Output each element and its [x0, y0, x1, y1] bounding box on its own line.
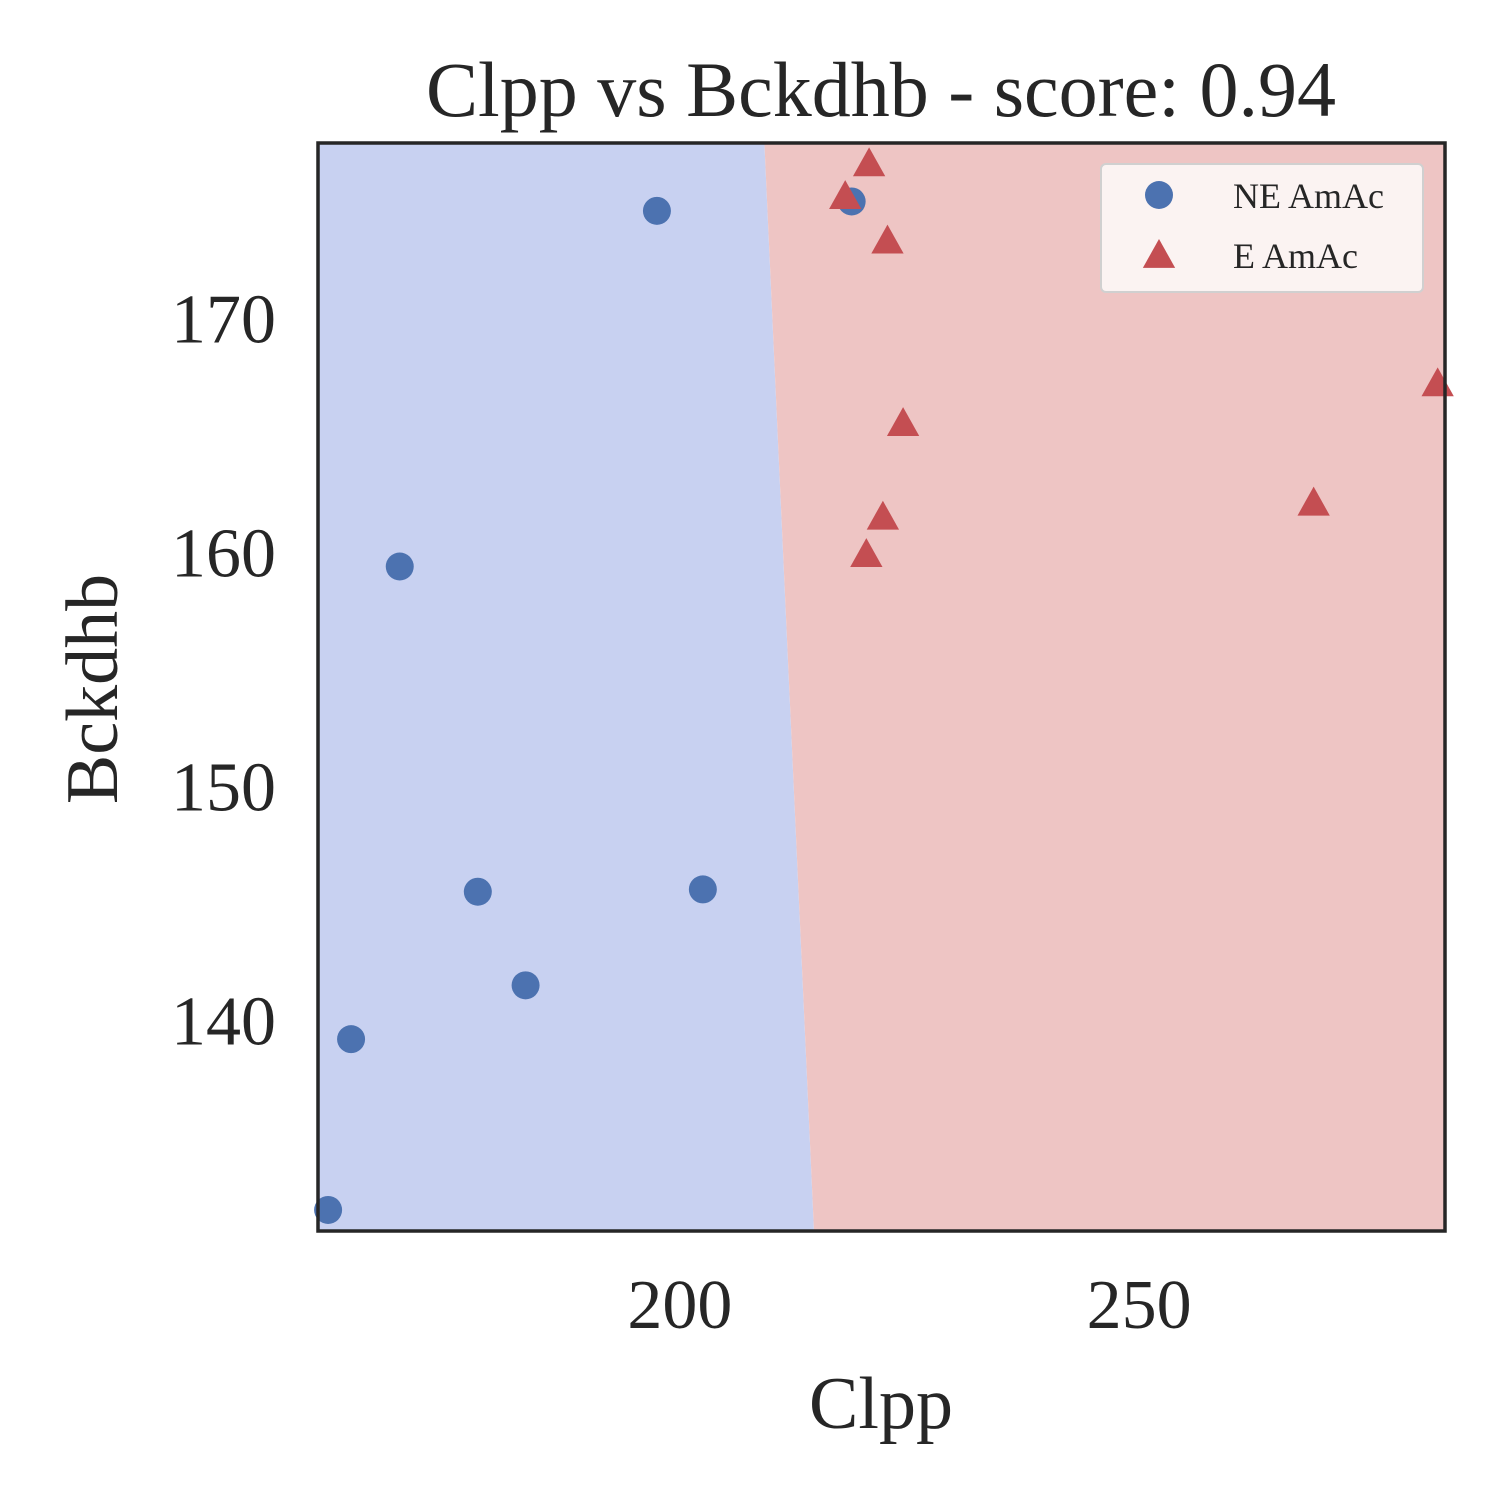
point-e-amac-4: [886, 407, 920, 437]
point-e-amac-1: [829, 180, 862, 210]
legend-marker-e-amac: [1142, 239, 1176, 268]
y-axis-ticks: 140 150 160 170: [171, 281, 276, 1060]
point-e-amac-3: [871, 224, 904, 254]
data-points: [314, 147, 1454, 1224]
x-tick-label-250: 250: [1087, 1267, 1192, 1344]
x-axis-label: Clpp: [809, 1363, 953, 1445]
point-e-amac-7: [1297, 486, 1330, 516]
decision-region-e-amac: [764, 143, 1445, 1231]
point-ne-amac-3: [385, 552, 414, 581]
legend-marker-ne-amac: [1145, 181, 1173, 209]
point-e-amac-2: [852, 147, 886, 177]
point-ne-amac-4: [463, 877, 492, 906]
legend-label-e-amac: E AmAc: [1233, 236, 1358, 276]
y-tick-label-140: 140: [171, 983, 276, 1060]
x-tick-label-200: 200: [627, 1267, 732, 1344]
decision-region-ne-amac: [318, 143, 814, 1231]
point-ne-amac-5: [511, 971, 540, 1000]
plot-frame: [316, 141, 1447, 1233]
plot-area: [314, 141, 1454, 1233]
point-ne-amac-6: [642, 196, 671, 225]
y-tick-label-160: 160: [171, 515, 276, 592]
point-ne-amac-1: [314, 1195, 343, 1224]
y-tick-label-170: 170: [171, 281, 276, 358]
legend-label-ne-amac: NE AmAc: [1233, 176, 1384, 216]
x-axis-ticks: 200 250: [627, 1267, 1191, 1344]
chart-title: Clpp vs Bckdhb - score: 0.94: [426, 46, 1336, 133]
point-ne-amac-7: [688, 875, 717, 904]
legend-box: [1100, 163, 1424, 293]
y-axis-label: Bckdhb: [52, 574, 134, 804]
legend: NE AmAc E AmAc: [1100, 163, 1424, 293]
point-ne-amac-2: [337, 1025, 366, 1054]
point-e-amac-5: [866, 500, 900, 530]
y-tick-label-150: 150: [171, 749, 276, 826]
point-e-amac-6: [850, 538, 883, 568]
